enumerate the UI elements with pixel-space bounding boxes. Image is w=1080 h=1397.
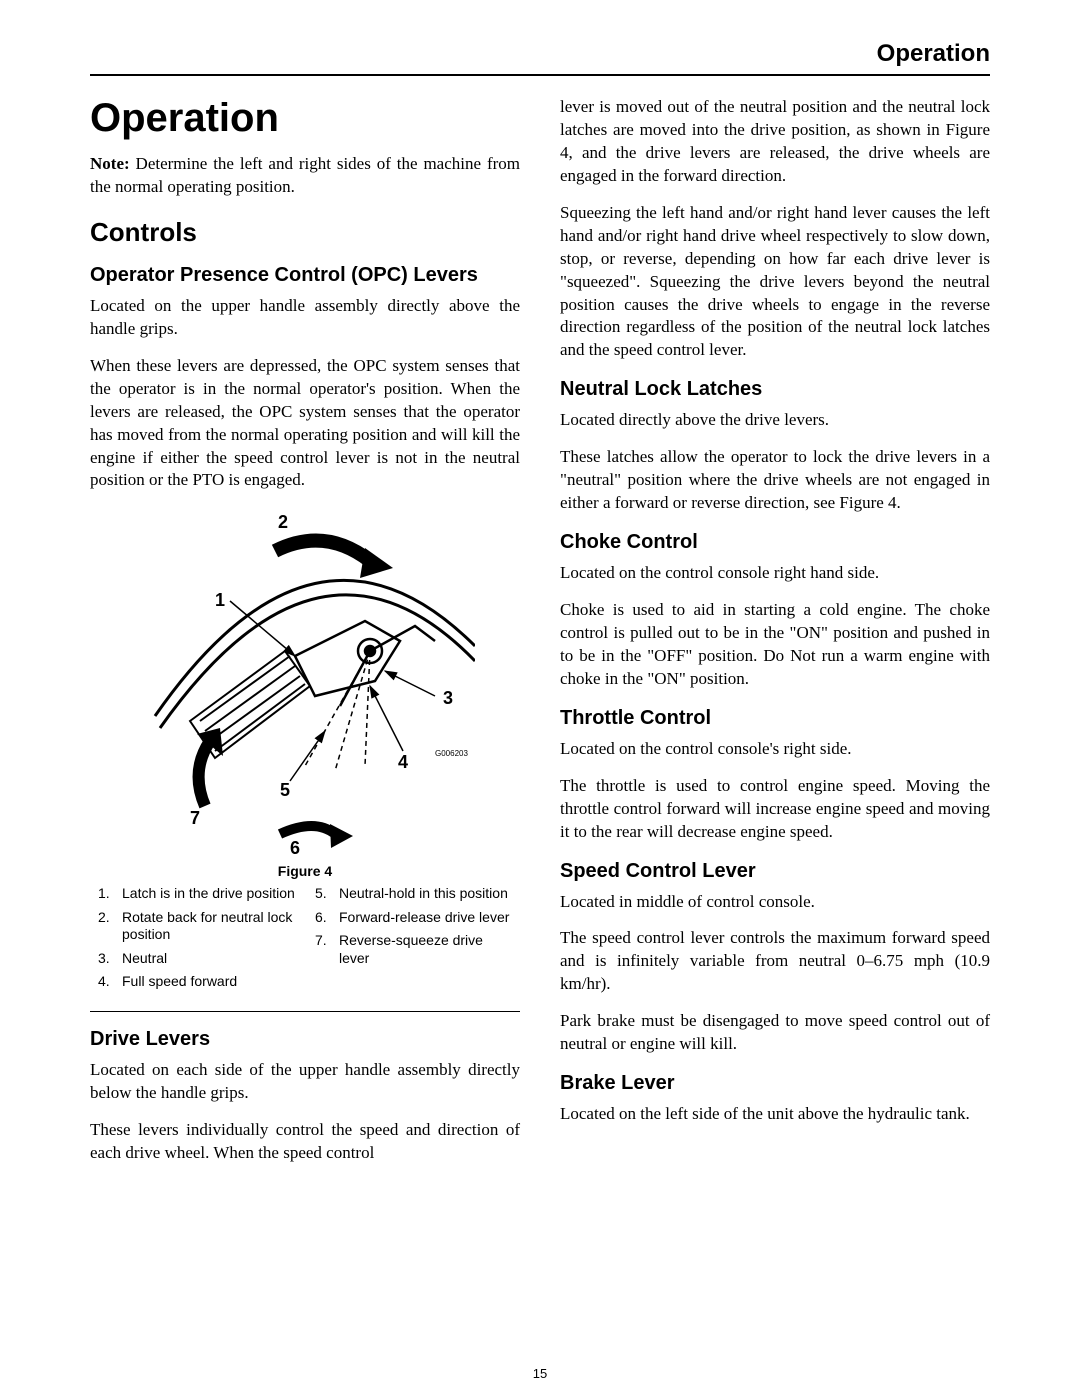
callout-5: 5 [280, 780, 290, 800]
opc-p1: Located on the upper handle assembly dir… [90, 295, 520, 341]
legend-text: Full speed forward [122, 973, 295, 991]
legend-item: 6.Forward-release drive lever [315, 909, 512, 927]
left-column: Operation Note: Determine the left and r… [90, 96, 520, 1179]
drive-p1: Located on each side of the upper handle… [90, 1059, 520, 1105]
callout-1: 1 [215, 590, 225, 610]
note-text: Determine the left and right sides of th… [90, 154, 520, 196]
callout-6: 6 [290, 838, 300, 856]
note-label: Note: [90, 154, 130, 173]
legend-num: 1. [98, 885, 122, 903]
opc-p2: When these levers are depressed, the OPC… [90, 355, 520, 493]
legend-text: Neutral-hold in this position [339, 885, 512, 903]
legend-item: 3.Neutral [98, 950, 295, 968]
speed-p3: Park brake must be disengaged to move sp… [560, 1010, 990, 1056]
cont-p2: Squeezing the left hand and/or right han… [560, 202, 990, 363]
throttle-p1: Located on the control console's right s… [560, 738, 990, 761]
throttle-p2: The throttle is used to control engine s… [560, 775, 990, 844]
legend-text: Reverse-squeeze drive lever [339, 932, 512, 967]
legend-text: Neutral [122, 950, 295, 968]
legend-num: 4. [98, 973, 122, 991]
two-column-layout: Operation Note: Determine the left and r… [90, 96, 990, 1179]
neutral-p1: Located directly above the drive levers. [560, 409, 990, 432]
figure-caption: Figure 4 [90, 863, 520, 879]
figure-partno: G006203 [435, 749, 468, 758]
choke-p2: Choke is used to aid in starting a cold … [560, 599, 990, 691]
legend-item: 4.Full speed forward [98, 973, 295, 991]
callout-2: 2 [278, 512, 288, 532]
legend-item: 5.Neutral-hold in this position [315, 885, 512, 903]
legend-num: 7. [315, 932, 339, 967]
neutral-p2: These latches allow the operator to lock… [560, 446, 990, 515]
drive-p2: These levers individually control the sp… [90, 1119, 520, 1165]
speed-heading: Speed Control Lever [560, 860, 990, 883]
legend-item: 2.Rotate back for neutral lock position [98, 909, 295, 944]
drive-levers-heading: Drive Levers [90, 1028, 520, 1051]
opc-heading: Operator Presence Control (OPC) Levers [90, 264, 520, 287]
page-number: 15 [0, 1366, 1080, 1381]
legend-num: 3. [98, 950, 122, 968]
note-paragraph: Note: Determine the left and right sides… [90, 153, 520, 199]
legend-text: Latch is in the drive position [122, 885, 295, 903]
legend-num: 2. [98, 909, 122, 944]
speed-p1: Located in middle of control console. [560, 891, 990, 914]
throttle-heading: Throttle Control [560, 707, 990, 730]
neutral-heading: Neutral Lock Latches [560, 378, 990, 401]
choke-heading: Choke Control [560, 531, 990, 554]
legend-col-left: 1.Latch is in the drive position 2.Rotat… [98, 885, 295, 997]
figure-legend: 1.Latch is in the drive position 2.Rotat… [90, 885, 520, 997]
right-column: lever is moved out of the neutral positi… [560, 96, 990, 1179]
legend-item: 1.Latch is in the drive position [98, 885, 295, 903]
callout-4: 4 [398, 752, 408, 772]
callout-7: 7 [190, 808, 200, 828]
legend-item: 7.Reverse-squeeze drive lever [315, 932, 512, 967]
page-title: Operation [90, 96, 520, 141]
running-header: Operation [90, 40, 990, 76]
cont-p1: lever is moved out of the neutral positi… [560, 96, 990, 188]
legend-col-right: 5.Neutral-hold in this position 6.Forwar… [315, 885, 512, 997]
brake-p1: Located on the left side of the unit abo… [560, 1103, 990, 1126]
legend-divider [90, 1011, 520, 1012]
legend-text: Forward-release drive lever [339, 909, 512, 927]
legend-num: 6. [315, 909, 339, 927]
controls-heading: Controls [90, 217, 520, 248]
figure-4: 1 2 3 4 5 6 7 G006203 Figure 4 [90, 506, 520, 879]
callout-3: 3 [443, 688, 453, 708]
legend-num: 5. [315, 885, 339, 903]
speed-p2: The speed control lever controls the max… [560, 927, 990, 996]
figure-4-svg: 1 2 3 4 5 6 7 G006203 [135, 506, 475, 856]
choke-p1: Located on the control console right han… [560, 562, 990, 585]
legend-text: Rotate back for neutral lock position [122, 909, 295, 944]
brake-heading: Brake Lever [560, 1072, 990, 1095]
